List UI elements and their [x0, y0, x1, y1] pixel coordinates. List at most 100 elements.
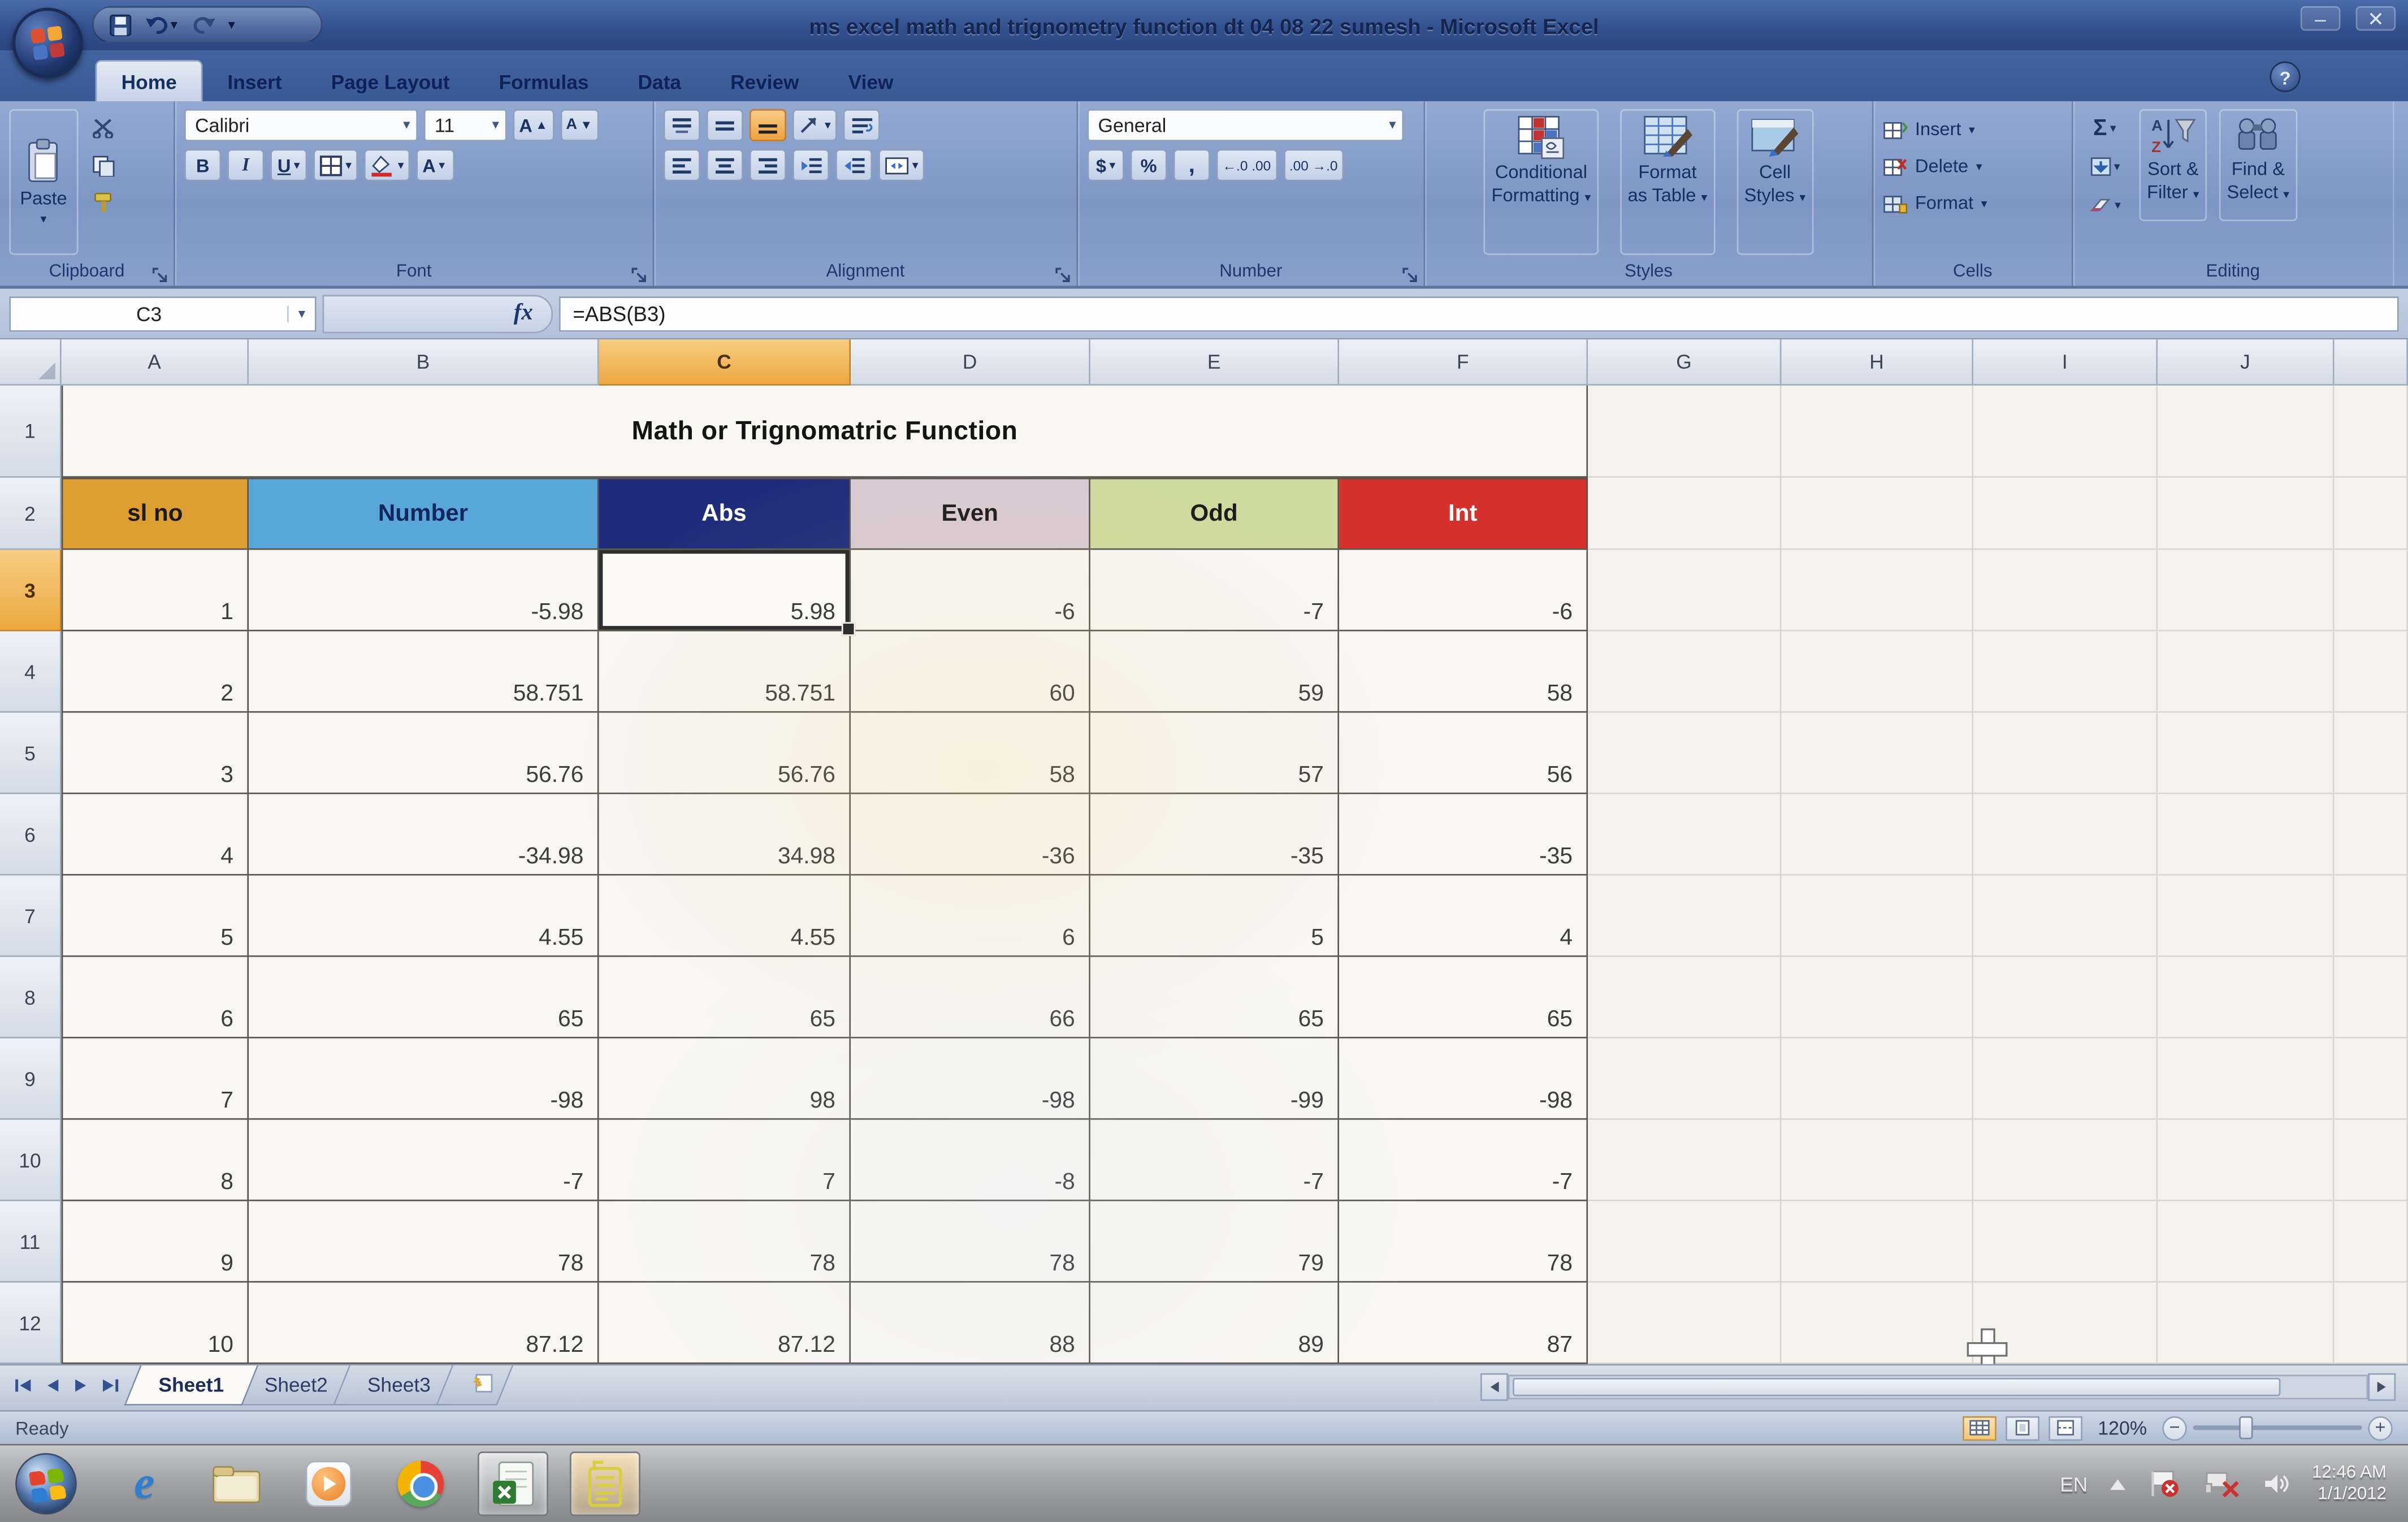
- office-button[interactable]: [12, 7, 83, 79]
- cell-E6[interactable]: -35: [1090, 794, 1340, 876]
- cell-C11[interactable]: 78: [599, 1201, 851, 1283]
- network-status-icon[interactable]: [2205, 1468, 2241, 1499]
- tab-home[interactable]: Home: [95, 59, 203, 102]
- cell-C8[interactable]: 65: [599, 957, 851, 1039]
- last-sheet-button[interactable]: [97, 1372, 123, 1398]
- cell-J8[interactable]: [2158, 957, 2335, 1039]
- cell-H11[interactable]: [1781, 1201, 1974, 1283]
- taskbar-internet-explorer-icon[interactable]: e: [134, 1458, 155, 1508]
- cell-A6[interactable]: 4: [61, 794, 249, 876]
- cell-A3[interactable]: 1: [61, 550, 249, 632]
- page-break-view-button[interactable]: [2048, 1415, 2083, 1441]
- cell-F3[interactable]: -6: [1339, 550, 1588, 632]
- cell-F5[interactable]: 56: [1339, 712, 1588, 794]
- find-select-button[interactable]: Find & Select ▾: [2219, 109, 2297, 222]
- cell-D5[interactable]: 58: [851, 712, 1090, 794]
- scrollbar-track[interactable]: [1508, 1374, 2368, 1400]
- formula-input[interactable]: =ABS(B3): [558, 295, 2399, 331]
- shrink-font-button[interactable]: A ▼: [560, 109, 599, 141]
- column-header-F[interactable]: F: [1339, 339, 1588, 386]
- cell-C3[interactable]: 5.98: [599, 550, 856, 636]
- cell-G4[interactable]: [1588, 631, 1782, 713]
- cell-J5[interactable]: [2158, 712, 2335, 794]
- taskbar-chrome-icon[interactable]: [386, 1451, 456, 1516]
- bold-button[interactable]: B: [184, 149, 222, 181]
- cell-E5[interactable]: 57: [1090, 712, 1340, 794]
- tab-view[interactable]: View: [848, 70, 894, 94]
- row-header-3[interactable]: 3: [0, 550, 62, 632]
- merged-title-cell[interactable]: Math or Trignomatric Function: [61, 385, 1588, 478]
- cell-A10[interactable]: 8: [61, 1119, 249, 1201]
- cell-F7[interactable]: 4: [1339, 875, 1588, 957]
- alignment-dialog-launcher[interactable]: [1055, 264, 1072, 282]
- font-name-combo[interactable]: Calibri ▾: [184, 109, 418, 141]
- cell-B5[interactable]: 56.76: [249, 712, 599, 794]
- cell-A7[interactable]: 5: [61, 875, 249, 957]
- cell-D11[interactable]: 78: [851, 1201, 1090, 1283]
- insert-worksheet-tab[interactable]: [436, 1365, 514, 1406]
- percent-style-button[interactable]: %: [1130, 149, 1167, 181]
- underline-button[interactable]: U ▾: [270, 149, 308, 181]
- conditional-formatting-button[interactable]: Conditional Formatting ▾: [1483, 109, 1599, 255]
- number-dialog-launcher[interactable]: [1402, 264, 1419, 282]
- cell-B3[interactable]: -5.98: [249, 550, 599, 632]
- cell-B4[interactable]: 58.751: [249, 631, 599, 713]
- zoom-out-button[interactable]: −: [2162, 1415, 2187, 1441]
- cell-I4[interactable]: [1973, 631, 2158, 713]
- fill-color-button[interactable]: ▾: [363, 149, 410, 181]
- column-header-J[interactable]: J: [2158, 339, 2335, 386]
- start-button[interactable]: [15, 1453, 77, 1515]
- cell-I6[interactable]: [1973, 794, 2158, 876]
- table-header-sl-no[interactable]: sl no: [61, 477, 249, 550]
- cell-C12[interactable]: 87.12: [599, 1282, 851, 1364]
- cell-F10[interactable]: -7: [1339, 1119, 1588, 1201]
- orientation-button[interactable]: ▾: [792, 109, 837, 141]
- taskbar-documents-icon[interactable]: [569, 1451, 640, 1516]
- sheet-tab-sheet1[interactable]: Sheet1: [124, 1365, 258, 1406]
- column-header-I[interactable]: I: [1973, 339, 2158, 386]
- language-indicator[interactable]: EN: [2060, 1472, 2088, 1495]
- table-header-int[interactable]: Int: [1339, 477, 1588, 550]
- cell-J1[interactable]: [2158, 385, 2335, 478]
- paste-dropdown-icon[interactable]: ▾: [40, 211, 47, 226]
- cell-D3[interactable]: -6: [851, 550, 1090, 632]
- column-header-H[interactable]: H: [1781, 339, 1974, 386]
- taskbar-clock[interactable]: 12:46 AM 1/1/2012: [2312, 1462, 2387, 1505]
- decrease-indent-button[interactable]: [792, 149, 830, 181]
- table-header-number[interactable]: Number: [249, 477, 599, 550]
- cell-E4[interactable]: 59: [1090, 631, 1340, 713]
- row-header-9[interactable]: 9: [0, 1038, 62, 1120]
- cell-G12[interactable]: [1588, 1282, 1782, 1364]
- cell-J7[interactable]: [2158, 875, 2335, 957]
- increase-decimal-button[interactable]: ←.0 .00: [1216, 149, 1277, 181]
- cell-D9[interactable]: -98: [851, 1038, 1090, 1120]
- cell-I2[interactable]: [1973, 477, 2158, 550]
- borders-button[interactable]: ▾: [313, 149, 358, 181]
- font-color-button[interactable]: A ▾: [416, 149, 454, 181]
- row-header-1[interactable]: 1: [0, 385, 62, 478]
- paste-button[interactable]: Paste ▾: [9, 109, 78, 255]
- cell-H3[interactable]: [1781, 550, 1974, 632]
- font-size-combo[interactable]: 11 ▾: [423, 109, 507, 141]
- first-sheet-button[interactable]: [9, 1372, 35, 1398]
- row-header-6[interactable]: 6: [0, 794, 62, 876]
- tray-expand-icon[interactable]: [2109, 1477, 2128, 1490]
- cell-I10[interactable]: [1973, 1119, 2158, 1201]
- zoom-in-button[interactable]: +: [2368, 1415, 2393, 1441]
- cell-H2[interactable]: [1781, 477, 1974, 550]
- column-header-G[interactable]: G: [1588, 339, 1782, 386]
- cell-J2[interactable]: [2158, 477, 2335, 550]
- delete-cells-button[interactable]: Delete ▾: [1883, 150, 2063, 181]
- row-header-10[interactable]: 10: [0, 1119, 62, 1201]
- select-all-corner[interactable]: [0, 339, 62, 386]
- row-header-4[interactable]: 4: [0, 631, 62, 713]
- cell-B11[interactable]: 78: [249, 1201, 599, 1283]
- column-header-B[interactable]: B: [249, 339, 599, 386]
- cell-H8[interactable]: [1781, 957, 1974, 1039]
- cell-A11[interactable]: 9: [61, 1201, 249, 1283]
- font-dialog-launcher[interactable]: [631, 264, 648, 282]
- tab-data[interactable]: Data: [638, 70, 682, 94]
- cell-H6[interactable]: [1781, 794, 1974, 876]
- cell-F6[interactable]: -35: [1339, 794, 1588, 876]
- cell-I7[interactable]: [1973, 875, 2158, 957]
